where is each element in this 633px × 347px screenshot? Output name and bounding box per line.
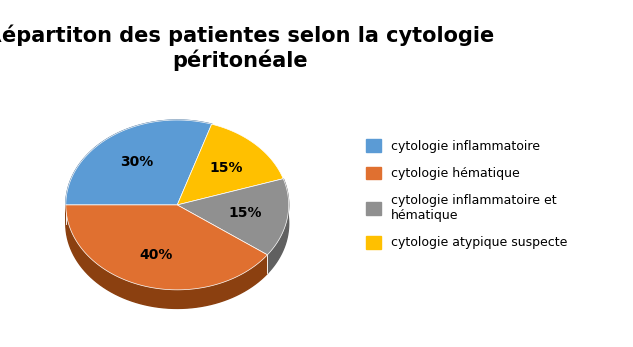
Polygon shape [177, 179, 289, 255]
Polygon shape [66, 205, 267, 290]
Polygon shape [66, 120, 211, 223]
Text: 30%: 30% [120, 155, 153, 169]
Polygon shape [267, 179, 289, 273]
Text: 15%: 15% [210, 161, 243, 175]
Polygon shape [66, 120, 211, 205]
Text: Répartiton des patientes selon la cytologie
péritonéale: Répartiton des patientes selon la cytolo… [0, 24, 494, 71]
Text: 40%: 40% [139, 248, 173, 262]
Text: 15%: 15% [229, 206, 262, 220]
Polygon shape [177, 124, 283, 205]
Polygon shape [66, 205, 267, 308]
Legend: cytologie inflammatoire, cytologie hématique, cytologie inflammatoire et
hématiq: cytologie inflammatoire, cytologie hémat… [361, 134, 572, 254]
